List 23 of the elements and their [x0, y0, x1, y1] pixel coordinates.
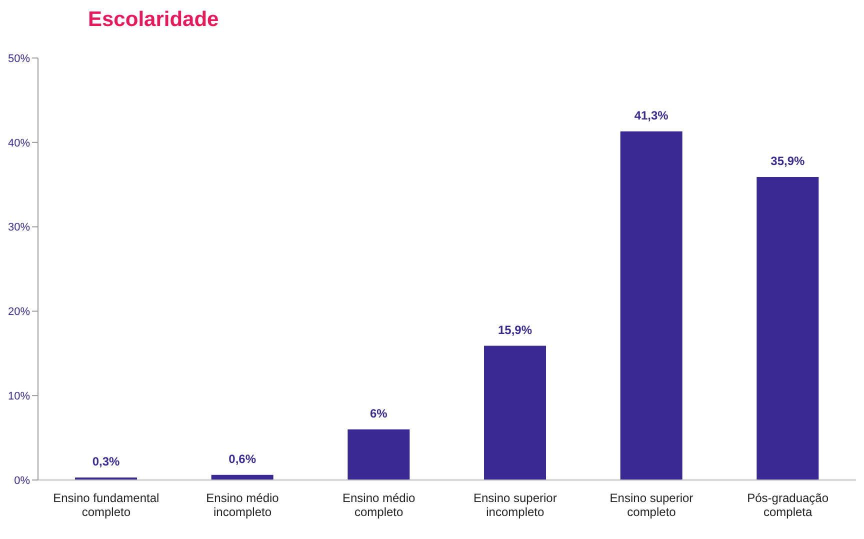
x-tick-label: Ensino médio completo: [342, 491, 416, 519]
y-tick-label: 10%: [8, 390, 30, 403]
chart-title: Escolaridade: [87, 8, 220, 33]
y-tick-label: 50%: [8, 52, 30, 65]
bar: [756, 177, 819, 480]
data-label: 35,9%: [770, 154, 806, 168]
x-tick-label: Ensino fundamental completo: [53, 491, 160, 519]
bar: [620, 131, 682, 480]
y-tick-label: 40%: [8, 137, 30, 150]
data-label: 15,9%: [498, 322, 532, 337]
y-tick-label: 30%: [8, 222, 30, 234]
y-tick-label: 0%: [14, 474, 30, 487]
bar: [348, 429, 410, 480]
x-tick-label: Ensino superior completo: [610, 491, 694, 519]
data-label: 6%: [370, 406, 388, 420]
data-label: 0,6%: [228, 452, 256, 466]
x-tick-label: Ensino médio incompleto: [206, 491, 280, 519]
x-tick-label: Pós-graduação completa: [747, 491, 829, 519]
data-label: 41,3%: [634, 108, 669, 122]
x-tick-label: Ensino superior incompleto: [473, 491, 557, 519]
y-tick-label: 20%: [8, 306, 30, 318]
bar: [484, 346, 546, 480]
data-label: 0,3%: [92, 454, 120, 468]
